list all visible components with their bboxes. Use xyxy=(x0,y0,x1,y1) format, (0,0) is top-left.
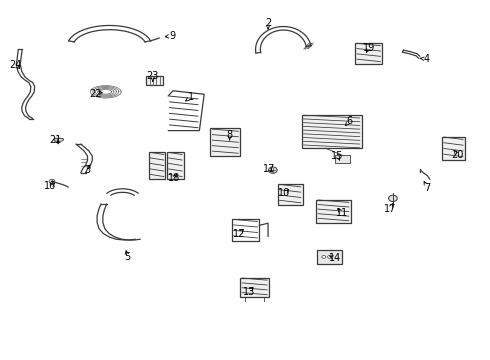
Bar xyxy=(442,136,465,159)
Text: 1: 1 xyxy=(188,92,194,102)
Bar xyxy=(316,200,351,223)
Text: 10: 10 xyxy=(278,188,291,198)
Text: 3: 3 xyxy=(84,165,91,175)
Text: 16: 16 xyxy=(45,181,57,192)
Text: 11: 11 xyxy=(336,208,348,218)
Circle shape xyxy=(322,256,326,258)
Text: 13: 13 xyxy=(243,287,255,297)
Bar xyxy=(355,43,382,64)
Text: 2: 2 xyxy=(265,18,271,28)
Text: 17: 17 xyxy=(384,204,396,214)
Bar xyxy=(317,250,342,264)
Text: 15: 15 xyxy=(331,151,343,161)
Text: 7: 7 xyxy=(424,183,431,193)
Text: 5: 5 xyxy=(124,252,130,262)
Text: 17: 17 xyxy=(263,164,275,174)
Bar xyxy=(302,115,362,148)
Text: 6: 6 xyxy=(346,116,353,126)
Text: 24: 24 xyxy=(9,60,22,70)
Text: 9: 9 xyxy=(169,31,175,41)
Text: 4: 4 xyxy=(423,54,430,64)
Circle shape xyxy=(49,179,55,184)
Text: 19: 19 xyxy=(363,43,375,53)
Bar xyxy=(335,155,350,163)
Bar xyxy=(167,152,184,179)
Bar xyxy=(278,184,303,206)
Text: 21: 21 xyxy=(49,135,62,145)
Text: 20: 20 xyxy=(451,150,464,159)
Text: 23: 23 xyxy=(147,71,159,81)
Circle shape xyxy=(269,167,277,173)
Circle shape xyxy=(389,195,397,202)
Bar xyxy=(240,278,269,297)
Bar xyxy=(210,129,240,156)
Text: 22: 22 xyxy=(89,89,101,99)
Circle shape xyxy=(328,256,331,258)
Text: 8: 8 xyxy=(226,130,233,140)
Ellipse shape xyxy=(54,138,64,141)
Bar xyxy=(149,152,165,179)
Text: 18: 18 xyxy=(168,173,180,183)
Text: 12: 12 xyxy=(233,229,245,239)
Text: 14: 14 xyxy=(329,253,342,263)
Bar xyxy=(146,76,163,85)
